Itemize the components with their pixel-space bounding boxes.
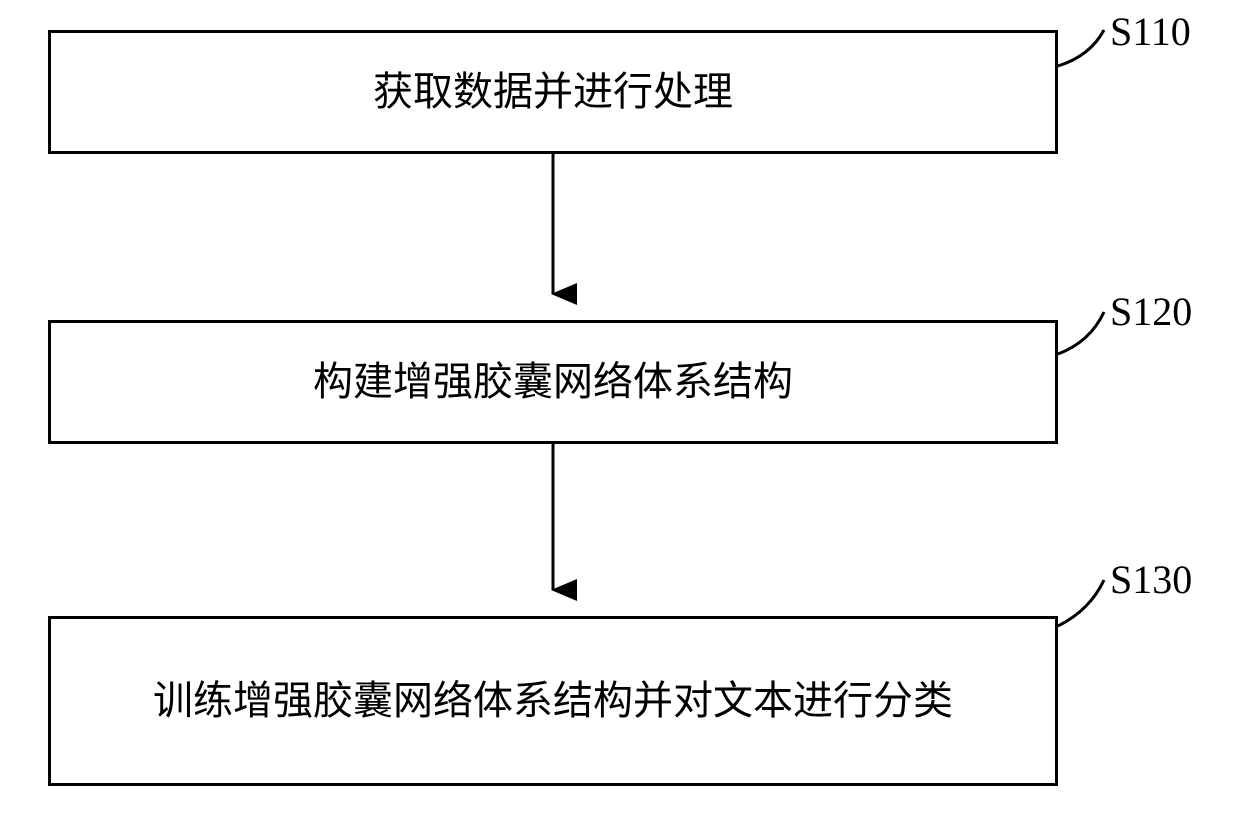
step-label-s110: S110	[1110, 8, 1191, 55]
callout-s130	[1058, 580, 1104, 626]
callout-s120	[1058, 312, 1104, 354]
step-label-s120: S120	[1110, 288, 1192, 335]
flow-node-text: 构建增强胶囊网络体系结构	[313, 357, 793, 407]
flow-node-text: 训练增强胶囊网络体系结构并对文本进行分类	[153, 676, 953, 726]
flow-node-train-classify: 训练增强胶囊网络体系结构并对文本进行分类	[48, 616, 1058, 786]
flow-node-acquire-data: 获取数据并进行处理	[48, 30, 1058, 154]
step-label-s130: S130	[1110, 556, 1192, 603]
callout-s110	[1058, 30, 1104, 66]
flowchart-canvas: 获取数据并进行处理 构建增强胶囊网络体系结构 训练增强胶囊网络体系结构并对文本进…	[0, 0, 1239, 832]
flow-node-text: 获取数据并进行处理	[373, 67, 733, 117]
flow-node-build-network: 构建增强胶囊网络体系结构	[48, 320, 1058, 444]
